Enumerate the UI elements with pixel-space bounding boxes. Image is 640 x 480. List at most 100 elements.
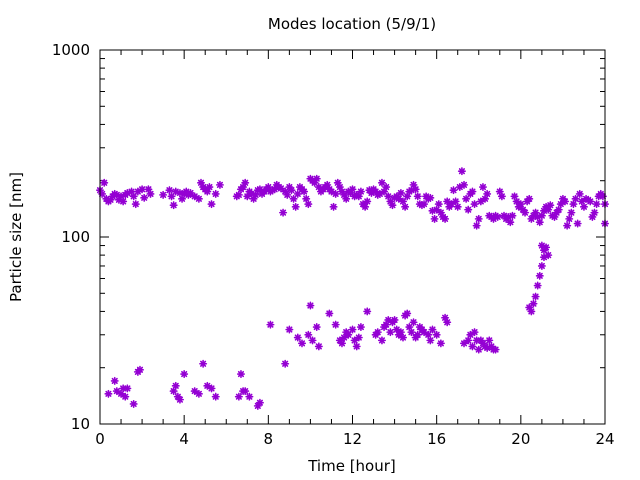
data-point: [348, 185, 357, 194]
data-point: [138, 185, 147, 194]
x-tick-label: 24: [595, 430, 614, 448]
data-point: [245, 392, 254, 401]
data-point: [565, 214, 574, 223]
data-point: [409, 318, 418, 327]
data-point: [451, 197, 460, 206]
data-point: [579, 202, 588, 211]
data-point: [462, 194, 471, 203]
data-point: [207, 200, 216, 209]
data-point: [363, 307, 372, 316]
data-point: [234, 190, 243, 199]
data-point: [598, 192, 607, 201]
data-point: [175, 395, 184, 404]
data-point: [329, 202, 338, 211]
data-point: [470, 328, 479, 337]
data-point: [447, 200, 456, 209]
data-point: [287, 186, 296, 195]
data-point: [361, 202, 370, 211]
data-point: [561, 197, 570, 206]
data-point: [525, 194, 534, 203]
data-point: [180, 370, 189, 379]
data-point: [348, 325, 357, 334]
data-point: [382, 183, 391, 192]
data-point: [537, 261, 546, 270]
data-point: [167, 192, 176, 201]
data-point: [575, 189, 584, 198]
data-point: [171, 381, 180, 390]
data-point: [531, 292, 540, 301]
data-point: [194, 194, 203, 203]
data-point: [573, 219, 582, 228]
data-point: [535, 218, 544, 227]
y-tick-label: 10: [71, 415, 90, 433]
data-point: [497, 192, 506, 201]
data-point: [464, 205, 473, 214]
data-point: [211, 189, 220, 198]
data-point: [255, 398, 264, 407]
data-point: [563, 221, 572, 230]
data-point: [516, 200, 525, 209]
data-point: [350, 336, 359, 345]
data-point: [331, 320, 340, 329]
data-point: [390, 315, 399, 324]
data-point: [308, 336, 317, 345]
data-point: [306, 301, 315, 310]
data-point: [413, 192, 422, 201]
chart-title: Modes location (5/9/1): [268, 15, 436, 33]
x-tick-label: 20: [511, 430, 530, 448]
data-point: [207, 384, 216, 393]
x-tick-label: 0: [95, 430, 105, 448]
data-point: [403, 309, 412, 318]
data-point: [474, 214, 483, 223]
data-point: [396, 188, 405, 197]
data-points: [96, 167, 610, 410]
data-point: [436, 339, 445, 348]
tick-labels: 0 4 8 12 16 20 24 10 100 1000: [52, 41, 615, 448]
data-point: [291, 202, 300, 211]
data-point: [344, 330, 353, 339]
data-point: [205, 183, 214, 192]
data-point: [567, 208, 576, 217]
data-point: [470, 200, 479, 209]
data-point: [554, 205, 563, 214]
x-tick-label: 8: [264, 430, 274, 448]
data-point: [354, 333, 363, 342]
data-point: [544, 251, 553, 260]
data-point: [398, 333, 408, 342]
data-point: [571, 194, 580, 203]
data-point: [533, 281, 542, 290]
data-point: [121, 392, 130, 401]
data-point: [426, 336, 435, 345]
data-point: [123, 384, 132, 393]
data-point: [169, 201, 178, 210]
data-point: [590, 208, 599, 217]
data-point: [453, 202, 462, 211]
data-point: [420, 328, 429, 337]
data-point: [135, 365, 144, 374]
x-tick-label: 4: [179, 430, 189, 448]
data-point: [104, 389, 113, 398]
data-point: [281, 359, 290, 368]
data-point: [457, 167, 466, 176]
data-point: [432, 330, 441, 339]
data-point: [428, 325, 437, 334]
data-point: [449, 186, 458, 195]
data-point: [474, 345, 483, 354]
x-tick-label: 16: [427, 430, 446, 448]
data-point: [146, 189, 155, 198]
data-point: [386, 328, 395, 337]
data-point: [129, 192, 138, 201]
data-point: [304, 330, 313, 339]
data-point: [388, 201, 397, 210]
data-point: [312, 323, 321, 332]
data-point: [215, 180, 224, 189]
data-point: [283, 190, 292, 199]
data-point: [413, 330, 422, 339]
data-point: [340, 333, 349, 342]
data-point: [527, 307, 536, 316]
data-point: [199, 359, 208, 368]
data-point: [420, 200, 429, 209]
data-point: [468, 187, 477, 196]
